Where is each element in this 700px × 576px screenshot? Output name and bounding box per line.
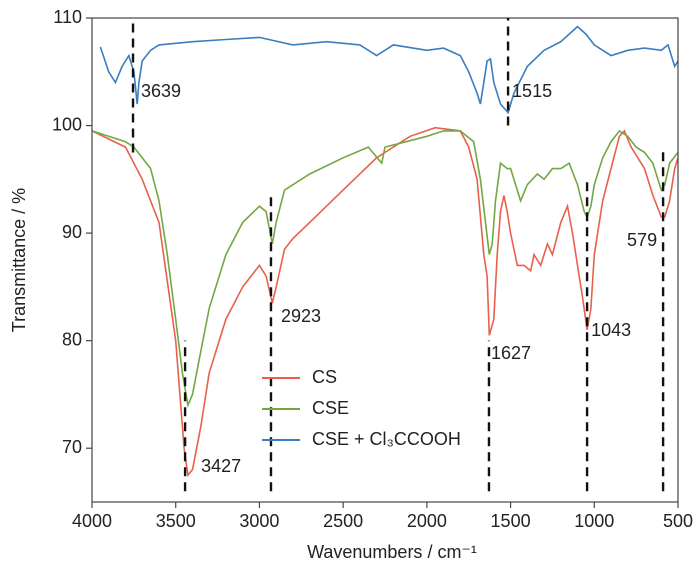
legend-label: CS [312, 367, 337, 387]
x-tick-label: 3000 [239, 511, 279, 531]
annotation-label: 2923 [281, 306, 321, 326]
x-axis-label: Wavenumbers / cm⁻¹ [307, 542, 477, 562]
annotation-label: 579 [627, 230, 657, 250]
legend-label: CSE + Cl₃CCOOH [312, 429, 461, 449]
series-line [91, 129, 679, 409]
series-line [91, 126, 679, 477]
y-axis-label: Transmittance / % [9, 188, 29, 332]
y-tick-label: 100 [52, 114, 82, 134]
x-tick-label: 2500 [323, 511, 363, 531]
x-tick-label: 1000 [574, 511, 614, 531]
y-tick-label: 110 [53, 7, 82, 27]
annotation-label: 3427 [201, 456, 241, 476]
y-tick-label: 70 [62, 437, 82, 457]
x-tick-label: 1500 [491, 511, 531, 531]
x-tick-label: 4000 [72, 511, 112, 531]
plot-frame [91, 17, 679, 503]
x-tick-label: 2000 [407, 511, 447, 531]
x-tick-label: 500 [663, 511, 693, 531]
y-tick-label: 80 [62, 329, 82, 349]
series-line [99, 25, 679, 115]
annotation-label: 1515 [512, 81, 552, 101]
x-tick-label: 3500 [156, 511, 196, 531]
legend-label: CSE [312, 398, 349, 418]
annotation-label: 3639 [141, 81, 181, 101]
y-tick-label: 90 [62, 222, 82, 242]
annotation-label: 1043 [591, 320, 631, 340]
annotation-label: 1627 [491, 343, 531, 363]
